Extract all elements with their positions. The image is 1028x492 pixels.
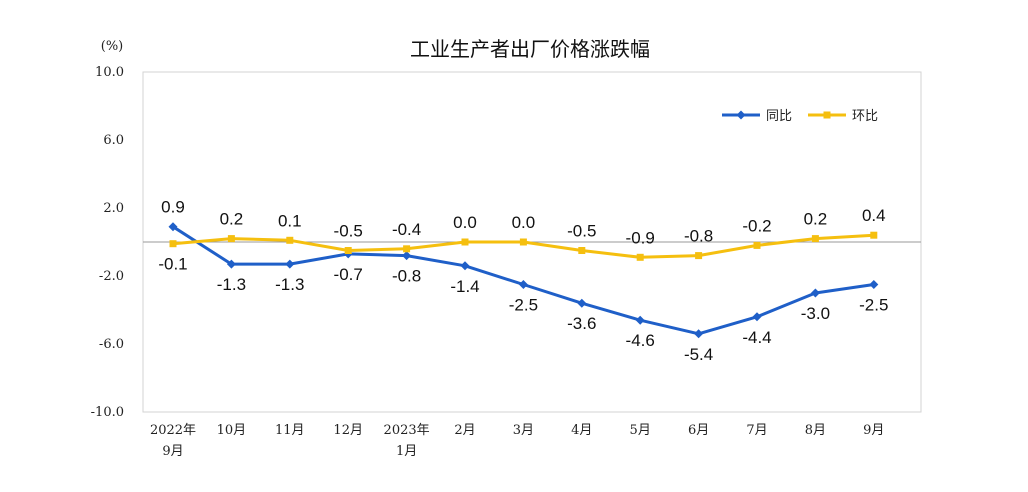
data-label: -4.4 <box>742 328 771 347</box>
data-label: -0.1 <box>158 255 187 274</box>
data-label: -5.4 <box>684 345 713 364</box>
data-label: -1.3 <box>275 275 304 294</box>
x-tick-label: 5月 <box>630 423 651 438</box>
data-label: -2.5 <box>509 296 538 315</box>
data-point-marker <box>518 280 528 289</box>
data-point-marker <box>810 288 820 298</box>
x-tick-label: 10月 <box>217 423 247 438</box>
legend-marker <box>823 111 831 119</box>
data-label: 0.4 <box>862 206 886 225</box>
data-point-marker <box>286 236 294 244</box>
data-point-marker <box>227 235 235 243</box>
data-point-marker <box>403 245 411 253</box>
x-tick-label: 3月 <box>513 423 534 438</box>
data-point-marker <box>695 252 703 260</box>
data-label: -0.5 <box>567 222 596 241</box>
data-point-marker <box>519 238 527 246</box>
chart-title: 工业生产者出厂价格涨跌幅 <box>410 37 650 61</box>
data-label: -2.5 <box>859 296 888 315</box>
data-point-marker <box>752 312 762 322</box>
data-label: -0.9 <box>626 228 655 247</box>
data-point-marker <box>811 235 819 243</box>
data-point-marker <box>226 259 236 269</box>
data-point-marker <box>285 259 295 269</box>
x-tick-label: 8月 <box>805 423 826 438</box>
x-tick-label: 11月 <box>275 423 305 438</box>
data-point-marker <box>461 238 469 246</box>
data-point-marker <box>870 231 878 239</box>
data-point-marker <box>869 280 879 289</box>
y-axis-ticks: 10.0 6.0 2.0 -2.0 -6.0 -10.0 <box>91 65 124 420</box>
x-tick-label: 6月 <box>688 423 709 438</box>
data-point-marker <box>753 241 761 249</box>
y-tick-label: -2.0 <box>99 269 124 284</box>
x-tick-label: 1月 <box>396 444 417 459</box>
x-tick-label: 12月 <box>333 423 363 438</box>
data-label: -0.8 <box>392 267 421 286</box>
x-tick-label: 2月 <box>454 423 475 438</box>
data-label: -0.4 <box>392 220 421 239</box>
data-label: 0.0 <box>453 213 477 232</box>
data-point-marker <box>578 247 586 254</box>
data-point-marker <box>636 253 644 261</box>
legend: 同比 环比 <box>722 109 878 124</box>
y-tick-label: -6.0 <box>99 337 124 352</box>
data-label: -3.6 <box>567 314 596 333</box>
y-tick-label: 2.0 <box>103 201 124 216</box>
data-label: 0.9 <box>161 198 185 217</box>
data-label: 0.2 <box>804 210 828 229</box>
legend-label: 环比 <box>852 109 878 124</box>
data-label: -0.8 <box>684 227 713 246</box>
data-label: -1.3 <box>217 275 246 294</box>
x-tick-label: 4月 <box>571 423 592 438</box>
data-label: -0.7 <box>334 265 363 284</box>
data-point-marker <box>169 240 177 248</box>
data-point-marker <box>402 251 412 261</box>
x-axis-ticks: 2022年 9月 10月 11月 12月 2023年 1月 2月 3月 4月 5月 6月 7月 8月 9月 <box>150 423 884 459</box>
series-layer <box>168 222 879 339</box>
y-tick-label: 10.0 <box>95 65 124 80</box>
data-point-marker <box>168 222 178 232</box>
data-label: 0.2 <box>220 210 244 229</box>
y-tick-label: 6.0 <box>103 133 124 148</box>
data-point-marker <box>344 247 352 254</box>
data-point-marker <box>694 329 704 339</box>
y-tick-label: -10.0 <box>91 405 124 420</box>
legend-marker <box>736 110 746 120</box>
data-point-marker <box>635 315 645 325</box>
legend-label: 同比 <box>766 109 792 124</box>
data-label: 0.0 <box>512 213 536 232</box>
x-tick-label: 2022年 <box>150 423 196 438</box>
data-label: -0.2 <box>742 216 771 235</box>
data-label: 0.1 <box>278 211 302 230</box>
data-label: -1.4 <box>450 277 479 296</box>
x-tick-label: 2023年 <box>384 423 430 438</box>
x-tick-label: 9月 <box>863 423 884 438</box>
x-tick-label: 7月 <box>746 423 767 438</box>
data-point-marker <box>460 261 470 271</box>
x-tick-label: 9月 <box>162 444 183 459</box>
data-point-marker <box>577 298 587 308</box>
data-label: -3.0 <box>801 304 830 323</box>
data-label: -4.6 <box>626 331 655 350</box>
data-label: -0.5 <box>334 222 363 241</box>
data-labels: 0.9 -1.3 -1.3 -0.7 -0.8 -1.4 -2.5 -3.6 -4.6 -5.4 -… <box>158 198 888 364</box>
y-axis-unit-label: (%) <box>101 39 124 54</box>
